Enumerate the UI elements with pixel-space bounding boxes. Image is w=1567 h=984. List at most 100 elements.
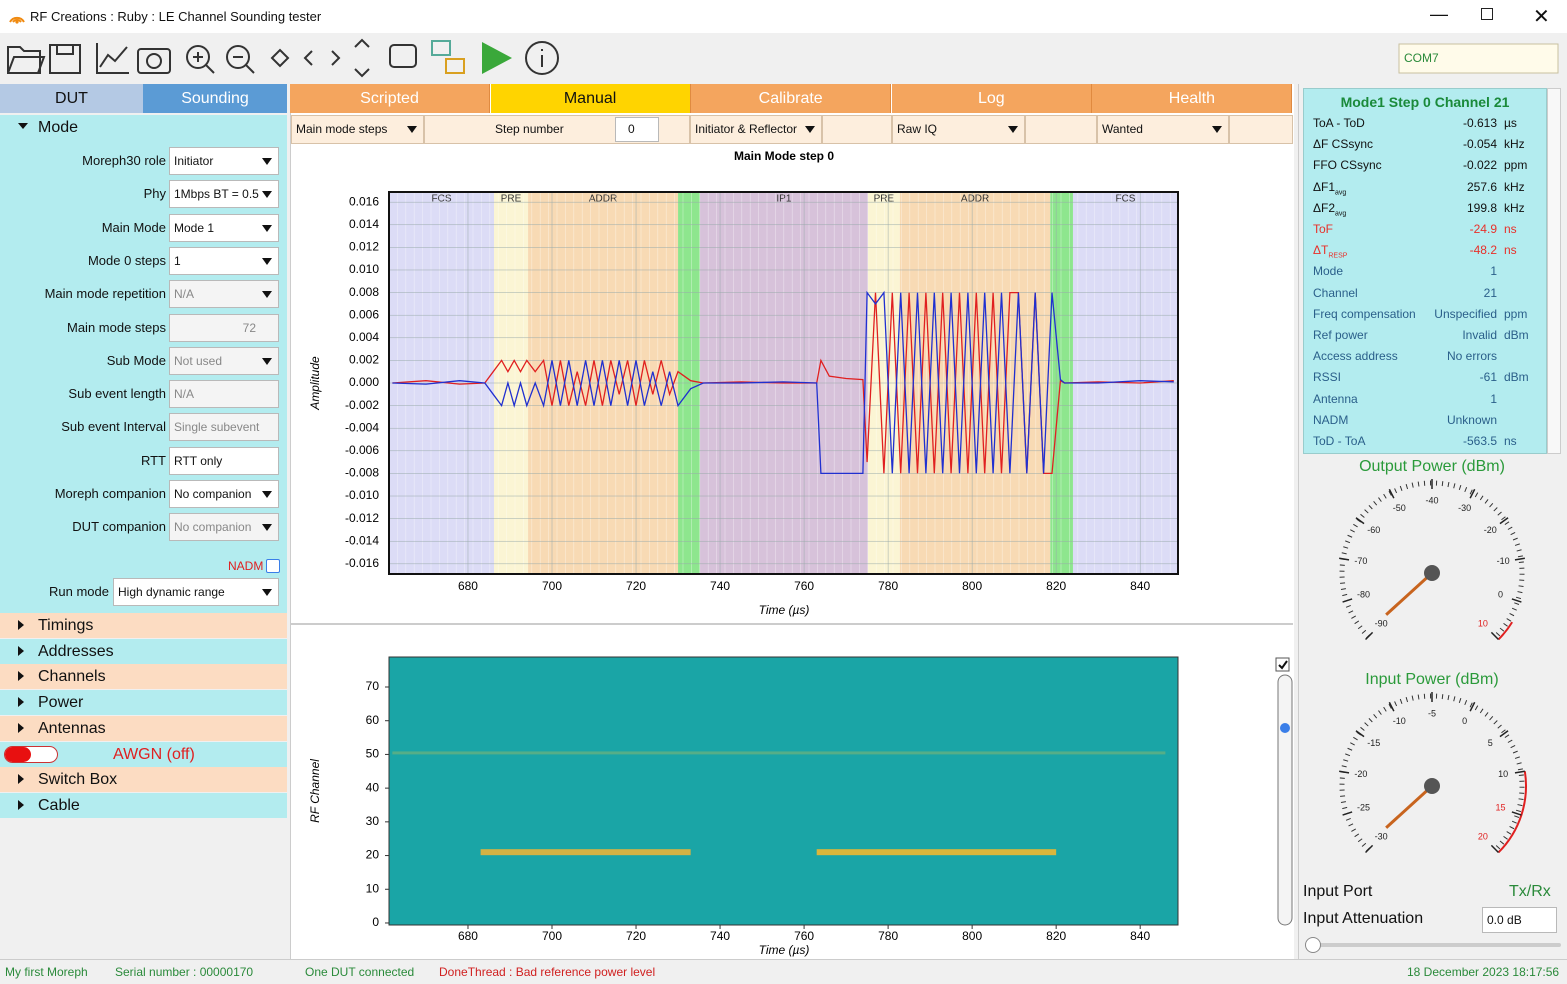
com-port-box[interactable] xyxy=(1398,43,1559,74)
gauge-tick xyxy=(1511,811,1522,816)
section-header[interactable]: Addresses xyxy=(0,638,287,664)
gauge-tick xyxy=(1469,701,1476,712)
zoom-out-icon[interactable] xyxy=(226,45,250,69)
expand-arrow[interactable] xyxy=(18,123,28,134)
center-tab[interactable]: Log xyxy=(891,84,1092,113)
gauge-tick xyxy=(1490,631,1499,640)
band-label: PRE xyxy=(874,194,895,205)
steps-select[interactable]: Main mode steps xyxy=(291,115,424,144)
nadm-label: NADM xyxy=(228,559,264,573)
camera-icon[interactable] xyxy=(137,48,171,74)
section-header[interactable]: Cable xyxy=(0,792,287,818)
view-select[interactable]: Raw IQ xyxy=(892,115,1025,144)
field-spin[interactable]: 72 xyxy=(169,313,279,342)
slider-handle[interactable] xyxy=(1280,723,1290,733)
field-dropdown[interactable]: No companion xyxy=(169,480,279,508)
gauge-tick-label: -30 xyxy=(1375,831,1388,841)
field-dropdown[interactable]: 1Mbps BT = 0.5 xyxy=(169,180,279,209)
chart-icon[interactable] xyxy=(96,43,129,74)
measure-label-text: ΔF CSsync xyxy=(1313,137,1374,152)
center-tab[interactable]: Manual xyxy=(490,84,691,113)
measure-label-text: ΔT xyxy=(1313,243,1329,258)
measure-unit: ns xyxy=(1504,222,1517,236)
band-label: ADDR xyxy=(589,194,617,205)
measure-unit: kHz xyxy=(1504,137,1525,152)
field-input[interactable]: Single subevent xyxy=(169,413,279,442)
role-select[interactable]: Initiator & Reflector xyxy=(690,115,822,144)
y-tick-label: 30 xyxy=(366,814,380,828)
attenuation-label: Input Attenuation xyxy=(1303,910,1424,927)
measure-label: ToA - ToD xyxy=(1313,116,1365,130)
zoom-in-icon[interactable] xyxy=(186,45,210,69)
mode-header[interactable]: Mode xyxy=(38,119,79,136)
measure-label: Freq compensation xyxy=(1313,307,1416,321)
measure-label-sub: avg xyxy=(1335,210,1347,218)
section-header[interactable]: Power xyxy=(0,690,287,716)
signal-select[interactable]: Wanted xyxy=(1097,115,1229,144)
measure-value: No errors xyxy=(1446,349,1497,364)
y-tick-label: 0.008 xyxy=(349,285,379,299)
section-header[interactable]: Antennas xyxy=(0,715,287,741)
measure-value: 1 xyxy=(1490,264,1497,279)
minimize-button[interactable]: — xyxy=(1430,4,1448,24)
measurement-title: Mode1 Step 0 Channel 21 xyxy=(1340,94,1510,110)
open-icon[interactable] xyxy=(7,46,46,74)
left-tab[interactable]: Sounding xyxy=(143,84,287,113)
measure-value: Invalid xyxy=(1462,328,1497,342)
step-spin[interactable]: 0 xyxy=(615,117,659,142)
y-tick-label: 20 xyxy=(366,848,380,862)
slider-handle[interactable] xyxy=(1305,937,1321,953)
maximize-button[interactable] xyxy=(1481,8,1493,20)
run-mode-select[interactable]: High dynamic range xyxy=(113,578,279,606)
plot-title: Main Mode step 0 xyxy=(734,149,834,163)
center-tab[interactable]: Scripted xyxy=(290,84,490,113)
center-tab[interactable]: Calibrate xyxy=(691,84,892,113)
field-input[interactable]: RTT only xyxy=(169,446,279,475)
vertical-slider[interactable] xyxy=(1277,674,1293,926)
scrollbar[interactable] xyxy=(1547,88,1561,454)
field-label: Moreph companion xyxy=(54,486,166,501)
y-tick-label: -0.014 xyxy=(345,533,379,547)
field-dropdown[interactable]: No companion xyxy=(169,513,279,542)
info-icon[interactable] xyxy=(525,41,559,75)
field-dropdown[interactable]: Not used xyxy=(169,346,279,375)
center-tab[interactable]: Health xyxy=(1092,84,1293,113)
save-icon[interactable] xyxy=(49,44,81,74)
x-tick-label: 780 xyxy=(878,579,898,593)
field-dropdown[interactable]: Mode 1 xyxy=(169,213,279,242)
field-dropdown[interactable]: Initiator xyxy=(169,147,279,175)
x-tick-label: 820 xyxy=(1046,929,1066,943)
close-button[interactable]: ✕ xyxy=(1533,6,1550,28)
measure-unit: ppm xyxy=(1504,158,1528,173)
gauge-tick xyxy=(1514,557,1525,561)
iq-trace xyxy=(392,290,1174,475)
gauge-tick xyxy=(1355,730,1365,738)
field-dropdown[interactable]: N/A xyxy=(169,280,279,309)
section-header[interactable]: Timings xyxy=(0,613,287,638)
attenuation-slider[interactable] xyxy=(1305,943,1561,947)
gauge-tick xyxy=(1490,844,1499,853)
pan-icons[interactable] xyxy=(270,38,370,78)
checkbox[interactable] xyxy=(1275,657,1290,672)
measure-label: NADM xyxy=(1313,413,1348,427)
gauges: Output Power (dBm)-90-80-70-60-50-40-30-… xyxy=(1339,458,1527,854)
gauge-tick-label: 15 xyxy=(1495,803,1505,813)
measure-unit: ns xyxy=(1504,434,1517,448)
nadm-checkbox[interactable] xyxy=(266,559,280,573)
measure-label-text: NADM xyxy=(1313,412,1349,427)
attenuation-spin[interactable]: 0.0 dB xyxy=(1482,907,1557,933)
gauge-hub xyxy=(1424,778,1440,794)
section-header[interactable]: Channels xyxy=(0,664,287,690)
left-tab[interactable]: DUT xyxy=(0,84,143,113)
y-tick-label: 70 xyxy=(366,679,380,693)
gauge-dial xyxy=(1339,693,1525,852)
field-dropdown[interactable]: 1 xyxy=(169,246,279,275)
section-header[interactable]: Switch Box xyxy=(0,767,287,793)
network-icon[interactable] xyxy=(431,40,451,56)
x-tick-label: 740 xyxy=(710,929,730,943)
run-button[interactable] xyxy=(482,42,512,74)
help-icon[interactable] xyxy=(389,44,417,68)
gauge-tick-label: -20 xyxy=(1354,769,1367,779)
field-input[interactable]: N/A xyxy=(169,380,279,409)
